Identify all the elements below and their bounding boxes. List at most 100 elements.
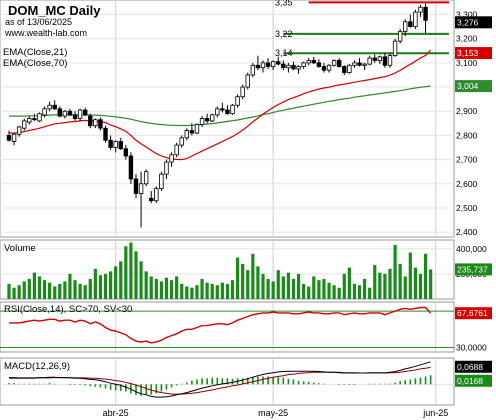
volume-bar <box>159 281 163 299</box>
candle-body <box>423 6 428 21</box>
candle-body <box>403 21 408 32</box>
volume-bar <box>215 285 219 299</box>
y-tick-label: 2,700 <box>456 155 478 165</box>
candle-body <box>37 113 42 122</box>
rsi-series <box>9 306 432 344</box>
volume-bar <box>103 273 108 299</box>
candle-body <box>357 62 362 66</box>
volume-bar <box>210 283 214 299</box>
candle-body <box>16 126 22 135</box>
macd-series <box>8 361 432 398</box>
y-tick-label: 3,100 <box>456 58 478 68</box>
volume-value-tag-bg <box>455 263 492 276</box>
volume-bar <box>22 281 26 299</box>
candle-body <box>194 124 200 134</box>
candle-body <box>387 55 393 66</box>
candle-body <box>377 56 383 61</box>
candle-body <box>47 104 52 110</box>
volume-bar <box>327 282 331 299</box>
candle-body <box>326 64 332 71</box>
ema21-value-tag: 3,153 <box>457 48 479 58</box>
candle-body <box>215 108 220 116</box>
candle-body <box>220 108 225 111</box>
volume-bar <box>403 276 407 299</box>
volume-bar <box>342 273 346 299</box>
candle-body <box>128 155 134 180</box>
volume-bar <box>296 273 301 299</box>
volume-bar <box>17 285 21 299</box>
ema70-value-tag: 3,004 <box>457 81 479 91</box>
candle-body <box>331 60 337 66</box>
price-level-label: 3,35 <box>275 0 293 7</box>
macd-value-tag-bg <box>455 360 492 373</box>
candle-body <box>42 108 47 116</box>
volume-bar <box>114 266 118 299</box>
candle-body <box>11 133 17 142</box>
volume-bar <box>241 263 245 299</box>
volume-bar <box>124 246 128 299</box>
candle-body <box>174 144 179 156</box>
candle-body <box>179 137 184 146</box>
volume-bar <box>37 276 42 299</box>
volume-bar <box>32 272 36 299</box>
volume-bar <box>332 285 336 299</box>
volume-tick-label: 400,000 <box>456 244 487 254</box>
volume-title: Volume <box>4 243 36 254</box>
y-tick-label: 2,900 <box>456 106 478 116</box>
candle-body <box>123 148 129 157</box>
ema70-value-tag-bg <box>455 80 492 93</box>
volume-bar <box>185 286 189 299</box>
volume-bar <box>317 280 321 299</box>
candle-body <box>362 63 367 66</box>
candle-body <box>184 130 189 139</box>
volume-bar <box>220 282 224 299</box>
price-level-label: 3,22 <box>275 29 293 39</box>
volume-bar <box>83 285 87 299</box>
macd-title: MACD(12,26,9) <box>4 361 70 372</box>
candle-body <box>98 119 103 129</box>
volume-bar <box>429 269 433 299</box>
candle-body <box>311 60 316 64</box>
x-tick-label: may-25 <box>258 408 288 418</box>
candle-body <box>67 110 73 116</box>
volume-bar <box>129 242 133 299</box>
volume-bar <box>312 276 316 299</box>
candle-body <box>108 139 113 148</box>
rsi-value-tag-bg <box>455 307 492 320</box>
volume-bar <box>251 253 255 299</box>
candle-body <box>306 60 311 64</box>
volume-bar <box>357 285 362 299</box>
volume-bar <box>322 278 326 299</box>
volume-bar <box>230 280 235 299</box>
candle-body <box>149 197 154 202</box>
candle-body <box>413 11 418 28</box>
volume-bar <box>154 278 158 299</box>
macd-line <box>9 361 431 398</box>
y-tick-label: 3,300 <box>456 10 478 20</box>
volume-bar <box>53 286 57 299</box>
candle-body <box>321 66 327 71</box>
candle-body <box>392 40 398 57</box>
volume-bar <box>144 271 148 299</box>
volume-bar <box>73 280 77 299</box>
y-tick-label: 3,200 <box>456 34 478 44</box>
ema21-line <box>9 49 432 161</box>
candle-body <box>32 118 37 121</box>
candle-body <box>347 64 352 73</box>
candle-body <box>260 62 266 69</box>
volume-bar <box>373 265 377 299</box>
candle-body <box>418 6 423 13</box>
macd-hist-value-tag: 0,0168 <box>457 376 483 386</box>
volume-bar <box>393 245 397 299</box>
volume-bar <box>93 268 97 299</box>
value-tags: 3,276 3,153 3,004 235,737 67,6761 0,0688 0,016… <box>455 16 492 387</box>
candle-body <box>57 108 62 117</box>
candle-body <box>113 141 118 148</box>
candle-body <box>72 114 78 119</box>
volume-bar <box>423 253 428 299</box>
last-price-tag: 3,276 <box>457 17 479 27</box>
volume-bar <box>180 283 184 299</box>
volume-bar <box>195 285 199 299</box>
candle-body <box>22 120 27 129</box>
volume-bar <box>78 283 82 299</box>
